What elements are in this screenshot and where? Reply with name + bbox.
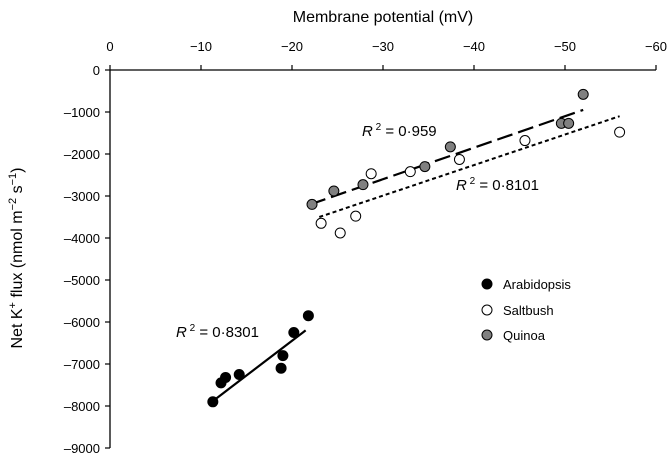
- r2-symbol: R: [362, 123, 373, 140]
- r2-label-arabidopsis: R 2 = 0·8301: [176, 323, 259, 341]
- point-arabidopsis: [275, 362, 287, 374]
- point-arabidopsis: [220, 371, 232, 383]
- r2-value: = 0·8101: [475, 177, 539, 194]
- point-arabidopsis: [277, 350, 289, 362]
- point-arabidopsis: [207, 396, 219, 408]
- y-tick-label: –2000: [64, 147, 100, 162]
- r2-superscript: 2: [373, 122, 382, 133]
- point-quinoa: [419, 161, 431, 173]
- r2-superscript: 2: [467, 176, 476, 187]
- x-tick-label: 0: [106, 39, 113, 54]
- point-saltbush: [453, 153, 465, 165]
- point-arabidopsis: [302, 310, 314, 322]
- y-tick-label: –6000: [64, 315, 100, 330]
- point-arabidopsis: [288, 327, 300, 338]
- data-points: [207, 88, 626, 408]
- r2-label-saltbush: R 2 = 0·8101: [456, 176, 539, 194]
- legend-marker-quinoa: [481, 329, 493, 341]
- x-tick-label: −20: [281, 39, 303, 54]
- x-axis-title: Membrane potential (mV): [293, 9, 474, 26]
- trend-lines: [213, 108, 620, 401]
- y-tick-label: –5000: [64, 273, 100, 288]
- y-title-text: flux (nmol m: [9, 210, 26, 302]
- y-title-text: ): [9, 168, 26, 173]
- point-saltbush: [334, 227, 346, 239]
- legend: Arabidopsis Saltbush Quinoa: [481, 277, 571, 343]
- legend-label-quinoa: Quinoa: [503, 328, 546, 343]
- legend-marker-arabidopsis: [481, 278, 493, 290]
- point-saltbush: [404, 166, 416, 178]
- r2-value: = 0·8301: [195, 324, 259, 341]
- legend-label-saltbush: Saltbush: [503, 303, 554, 318]
- point-saltbush: [614, 126, 626, 138]
- trend-line-saltbush: [318, 115, 620, 218]
- r2-superscript: 2: [187, 323, 196, 334]
- point-saltbush: [365, 168, 377, 180]
- r2-value: = 0·959: [381, 123, 436, 140]
- x-tick-label: −10: [190, 39, 212, 54]
- point-quinoa: [577, 88, 589, 100]
- r2-symbol: R: [456, 177, 467, 194]
- point-quinoa: [357, 179, 369, 191]
- y-tick-label: –8000: [64, 399, 100, 414]
- legend-marker-saltbush: [481, 304, 493, 316]
- r2-label-quinoa: R 2 = 0·959: [362, 122, 437, 140]
- y-tick-label: –3000: [64, 189, 100, 204]
- point-quinoa: [328, 185, 340, 197]
- point-saltbush: [519, 135, 531, 147]
- y-title-text: Net K: [9, 308, 26, 348]
- y-tick-label: –1000: [64, 105, 100, 120]
- x-tick-label: −60: [645, 39, 667, 54]
- y-axis-title: Net K+ flux (nmol m−2 s−1): [7, 168, 26, 349]
- trend-line-arabidopsis: [213, 329, 307, 401]
- trend-line-quinoa: [309, 108, 584, 206]
- point-quinoa: [563, 117, 575, 129]
- r2-symbol: R: [176, 324, 187, 341]
- point-saltbush: [315, 217, 327, 229]
- y-tick-label: –7000: [64, 357, 100, 372]
- y-title-text: s: [9, 185, 26, 197]
- y-title-superscript: −2: [7, 198, 19, 211]
- y-tick-label: 0: [93, 63, 100, 78]
- point-quinoa: [306, 198, 318, 210]
- point-arabidopsis: [233, 369, 245, 380]
- point-quinoa: [444, 141, 456, 153]
- x-tick-label: −40: [463, 39, 485, 54]
- y-title-superscript: −1: [7, 173, 19, 186]
- y-title-superscript: +: [7, 302, 19, 308]
- legend-label-arabidopsis: Arabidopsis: [503, 277, 571, 292]
- y-tick-label: –4000: [64, 231, 100, 246]
- point-saltbush: [350, 210, 362, 222]
- x-tick-label: −30: [372, 39, 394, 54]
- x-tick-label: −50: [554, 39, 576, 54]
- y-tick-label: –9000: [64, 441, 100, 456]
- axes-layer: 0 −10 −20 −30 −40 −50 −60 0 –1000 –2000 –3000 –4000…: [7, 9, 667, 456]
